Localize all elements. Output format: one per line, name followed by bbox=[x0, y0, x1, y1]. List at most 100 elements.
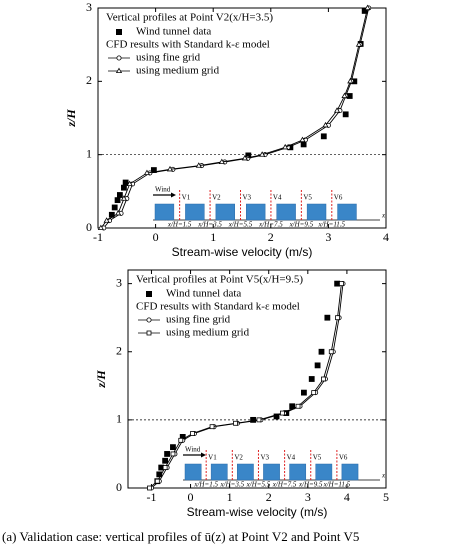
inset-arrowhead bbox=[171, 192, 176, 198]
inset-point-label: V6 bbox=[339, 454, 348, 462]
data-point bbox=[111, 204, 118, 211]
data-point bbox=[121, 184, 127, 191]
data-point bbox=[318, 348, 325, 355]
data-point bbox=[162, 457, 169, 464]
inset-building bbox=[263, 463, 280, 481]
data-point bbox=[339, 281, 344, 287]
data-point bbox=[259, 151, 266, 157]
inset-position-label: x/H=1.5 bbox=[193, 481, 218, 489]
y-tick-label: 3 bbox=[86, 0, 92, 14]
inset-point-label: V4 bbox=[287, 454, 296, 462]
data-point bbox=[103, 217, 110, 223]
legend-title: Vertical profiles at Point V5(x/H=9.5) bbox=[136, 274, 303, 286]
inset-point-label: V3 bbox=[243, 194, 252, 202]
caption: (a) Validation case: vertical profiles o… bbox=[2, 529, 359, 544]
inset-building bbox=[276, 203, 296, 221]
data-point bbox=[322, 121, 329, 128]
inset-position-label: x/H=11.5 bbox=[323, 481, 351, 489]
data-point bbox=[282, 143, 289, 150]
plot-frame bbox=[97, 7, 387, 229]
legend-symbol bbox=[115, 67, 123, 73]
y-tick-label: 2 bbox=[116, 344, 122, 358]
x-tick-label: 2 bbox=[268, 230, 274, 244]
data-point bbox=[334, 280, 341, 287]
x-tick-label: 1 bbox=[210, 230, 216, 244]
data-point bbox=[301, 389, 307, 396]
legend-heading: CFD results with Standard k-ε model bbox=[136, 301, 300, 313]
x-tick-label: 0 bbox=[188, 490, 194, 504]
data-point bbox=[299, 136, 306, 142]
x-tick-label: -1 bbox=[146, 490, 156, 504]
data-point bbox=[320, 133, 327, 140]
legend-heading: CFD results with Standard k-ε model bbox=[106, 39, 270, 51]
legend: Vertical profiles at Point V2(x/H=3.5) Wi… bbox=[106, 12, 273, 77]
legend-symbol bbox=[116, 55, 122, 61]
data-point bbox=[355, 41, 363, 47]
inset-building bbox=[154, 203, 175, 221]
inset-position-label: x/H=11.5 bbox=[318, 221, 346, 229]
data-point bbox=[190, 431, 195, 436]
data-point bbox=[328, 349, 334, 355]
data-point bbox=[311, 390, 317, 396]
legend-symbol bbox=[116, 29, 122, 35]
inset-position-label: x/H=7.5 bbox=[272, 481, 297, 489]
inset-position-label: x/H=9.5 bbox=[298, 481, 323, 489]
x-tick-label: -1 bbox=[93, 230, 103, 244]
x-tick-label: 4 bbox=[383, 230, 389, 244]
legend-symbol bbox=[146, 330, 152, 336]
data-point bbox=[122, 179, 129, 186]
inset: x Wind V1 x/H=1.5 V2 x/H=3.5 V3 x/H=5.5 V4 x/H=7.… bbox=[153, 186, 386, 229]
inset-wind: Wind bbox=[155, 186, 171, 194]
data-point bbox=[300, 141, 307, 148]
data-point bbox=[314, 362, 321, 369]
x-tick-label: 1 bbox=[227, 490, 233, 504]
x-tick-label: 5 bbox=[383, 490, 389, 504]
legend-label: using fine grid bbox=[166, 314, 231, 326]
profile-line bbox=[149, 283, 342, 489]
y-axis-label: z/H bbox=[94, 370, 108, 389]
data-point bbox=[170, 451, 176, 457]
inset-axis-label: x bbox=[381, 212, 386, 220]
inset-building bbox=[215, 203, 235, 221]
legend: Vertical profiles at Point V5(x/H=9.5) Wi… bbox=[136, 274, 303, 339]
inset-position-label: x/H=3.5 bbox=[220, 481, 245, 489]
data-point bbox=[250, 416, 256, 423]
inset-point-label: V5 bbox=[303, 194, 312, 202]
legend-symbol bbox=[146, 291, 152, 297]
x-tick-label: 4 bbox=[344, 490, 350, 504]
inset-point-label: V4 bbox=[273, 194, 282, 202]
x-tick-label: 3 bbox=[305, 490, 311, 504]
inset-building bbox=[210, 463, 228, 481]
data-point bbox=[256, 417, 262, 423]
inset-point-label: V3 bbox=[260, 454, 269, 462]
y-tick-label: 0 bbox=[86, 220, 92, 234]
inset-point-label: V1 bbox=[208, 454, 217, 462]
inset-wind: Wind bbox=[185, 446, 201, 454]
inset-building bbox=[315, 463, 333, 481]
data-point bbox=[126, 180, 133, 186]
inset-point-label: V6 bbox=[334, 194, 343, 202]
x-tick-label: 2 bbox=[266, 490, 272, 504]
legend-label: using fine grid bbox=[136, 52, 201, 64]
data-point bbox=[162, 465, 168, 470]
data-point bbox=[178, 437, 184, 443]
inset-arrowhead bbox=[201, 452, 206, 458]
inset-position-label: x/H=1.5 bbox=[167, 221, 192, 229]
inset-building bbox=[341, 463, 359, 481]
inset-building bbox=[237, 463, 254, 481]
inset-building bbox=[337, 203, 357, 221]
legend-label: using medium grid bbox=[136, 65, 220, 77]
data-point bbox=[218, 158, 225, 164]
inset-position-label: x/H=9.5 bbox=[289, 221, 314, 229]
data-point bbox=[154, 478, 160, 484]
data-point bbox=[116, 192, 123, 198]
inset-building bbox=[246, 203, 266, 221]
y-tick-label: 1 bbox=[86, 146, 92, 160]
inset-building bbox=[184, 463, 202, 481]
x-axis-label: Stream-wise velocity (m/s) bbox=[172, 245, 313, 259]
data-point bbox=[143, 169, 151, 175]
inset-point-label: V5 bbox=[313, 454, 322, 462]
y-axis-label: z/H bbox=[64, 109, 78, 128]
y-tick-label: 2 bbox=[86, 73, 92, 87]
